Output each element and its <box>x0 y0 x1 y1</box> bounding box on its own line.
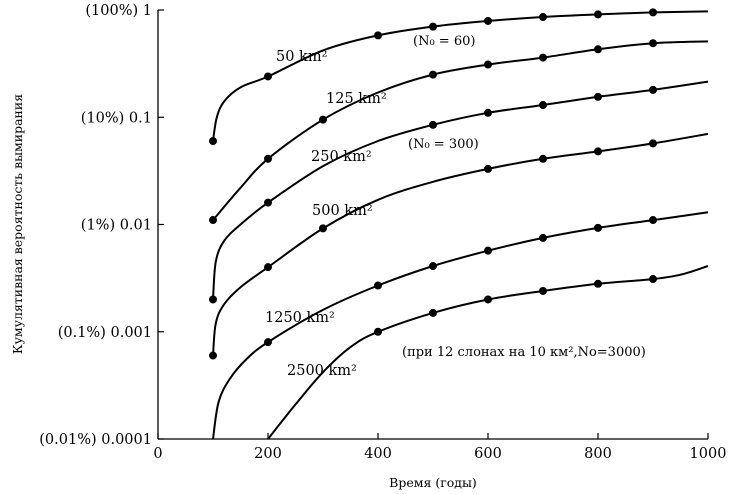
series-markers <box>209 8 657 360</box>
annotation-n0-300: (N₀ = 300) <box>408 137 479 152</box>
data-point <box>539 286 547 295</box>
x-tick-label: 600 <box>474 446 502 462</box>
x-tick-label: 800 <box>584 446 612 462</box>
data-point <box>539 13 547 22</box>
y-tick-label: (10%) 0.1 <box>81 110 152 126</box>
y-tick-label: (0.1%) 0.001 <box>58 325 152 341</box>
x-axis-ticks: 0 200 400 600 800 1000 <box>153 433 726 462</box>
data-point <box>594 10 602 19</box>
data-point <box>539 101 547 110</box>
y-tick-label: (1%) 0.01 <box>81 218 152 234</box>
data-point <box>484 16 492 25</box>
data-point <box>264 338 272 347</box>
data-point <box>649 8 657 17</box>
y-axis-ticks: (100%) 1 (10%) 0.1 (1%) 0.01 (0.1%) 0.001 (0… <box>39 3 164 448</box>
data-point <box>594 45 602 54</box>
series-label-250: 250 km² <box>311 149 372 165</box>
annotation-elephants: (при 12 слонах на 10 км²,No=3000) <box>402 345 646 360</box>
data-point <box>209 351 217 360</box>
data-point <box>484 164 492 173</box>
series-labels: 50 km² 125 km² 250 km² 500 km² 1250 km² … <box>265 49 387 379</box>
data-point <box>539 154 547 163</box>
x-tick-label: 200 <box>254 446 282 462</box>
series-line-0 <box>212 10 709 142</box>
data-point <box>649 39 657 48</box>
data-point <box>264 198 272 207</box>
data-point <box>429 262 437 271</box>
data-point <box>594 223 602 232</box>
data-point <box>319 115 327 124</box>
data-point <box>429 70 437 79</box>
data-point <box>374 31 382 40</box>
annotation-n0-60: (N₀ = 60) <box>413 34 475 49</box>
data-point <box>484 108 492 117</box>
data-point <box>429 308 437 317</box>
data-point <box>594 279 602 288</box>
x-tick-label: 400 <box>364 446 392 462</box>
data-point <box>209 216 217 225</box>
data-point <box>539 53 547 62</box>
annotations: (N₀ = 60) (N₀ = 300) (при 12 слонах на 1… <box>402 34 646 360</box>
series-line-2 <box>212 80 709 300</box>
data-point <box>429 120 437 129</box>
series-label-2500: 2500 km² <box>287 363 357 379</box>
data-point <box>264 72 272 81</box>
x-tick-label: 0 <box>153 446 162 462</box>
data-point <box>539 233 547 242</box>
data-point <box>484 295 492 304</box>
data-point <box>594 92 602 101</box>
data-point <box>484 60 492 69</box>
series-line-1 <box>212 40 709 221</box>
data-point <box>649 85 657 94</box>
data-point <box>264 263 272 272</box>
x-axis-title: Время (годы) <box>389 475 477 490</box>
y-tick-label: (0.01%) 0.0001 <box>39 432 152 448</box>
x-tick-label: 1000 <box>690 446 727 462</box>
data-point <box>594 147 602 156</box>
data-point <box>649 275 657 284</box>
series-label-1250: 1250 km² <box>265 310 335 326</box>
y-tick-label: (100%) 1 <box>85 3 152 19</box>
data-point <box>374 327 382 336</box>
data-point <box>264 154 272 163</box>
series-label-50: 50 km² <box>276 49 327 65</box>
data-point <box>484 246 492 255</box>
data-point <box>649 139 657 148</box>
y-axis-title: Кумулятивная вероятность вымирания <box>10 94 25 354</box>
data-point <box>209 137 217 146</box>
data-point <box>319 224 327 233</box>
data-point <box>209 295 217 304</box>
data-point <box>649 216 657 225</box>
data-point <box>429 22 437 31</box>
data-point <box>374 281 382 290</box>
series-label-500: 500 km² <box>312 203 373 219</box>
series-label-125: 125 km² <box>326 91 387 107</box>
